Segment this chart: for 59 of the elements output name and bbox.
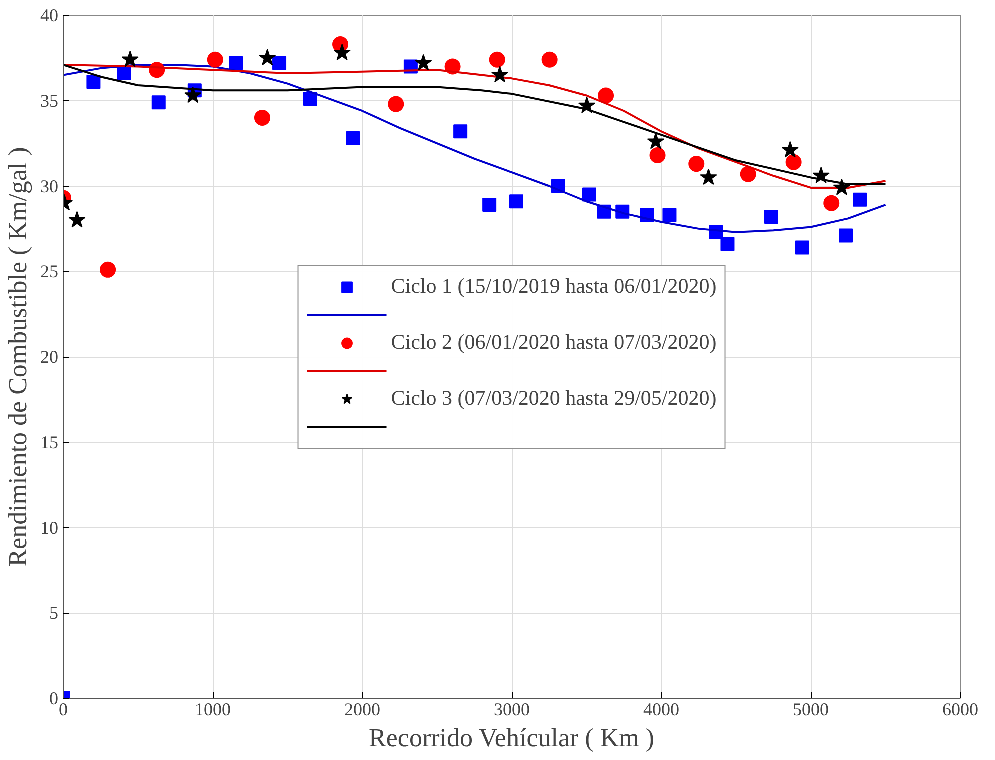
y-axis-title: Rendimiento de Combustible ( Km/gal ) (4, 147, 32, 567)
point (482, 198, 497, 212)
point (650, 148, 666, 164)
x-tick-label: 6000 (942, 700, 978, 720)
point (598, 88, 614, 104)
x-tick-label: 4000 (644, 700, 680, 720)
point (68, 211, 86, 228)
point (491, 66, 509, 83)
point (542, 52, 558, 68)
x-axis-title: Recorrido Vehícular ( Km ) (369, 724, 654, 752)
point (509, 194, 524, 209)
point (258, 49, 276, 66)
point (346, 131, 360, 146)
point (415, 54, 432, 71)
point (303, 92, 318, 106)
point (764, 210, 778, 224)
point (853, 192, 868, 207)
point (700, 168, 718, 186)
point (839, 228, 854, 243)
point (86, 75, 101, 90)
point (207, 52, 224, 68)
legend-label: Ciclo 3 (07/03/2020 hasta 29/05/2020) (391, 386, 717, 411)
x-tick-label: 1000 (195, 700, 231, 720)
point (786, 154, 802, 170)
point (489, 52, 506, 68)
x-tick-label: 3000 (494, 700, 530, 720)
legend-label: Ciclo 1 (15/10/2019 hasta 06/01/2020) (391, 274, 717, 299)
point (388, 96, 404, 112)
point (152, 96, 166, 110)
point (688, 156, 705, 172)
point (100, 262, 116, 278)
point (117, 66, 132, 81)
point (254, 110, 270, 126)
x-tick-label: 2000 (344, 700, 380, 720)
y-tick-label: 10 (40, 518, 58, 538)
x-tick-label: 5000 (793, 700, 829, 720)
point (647, 132, 665, 150)
point (740, 166, 756, 182)
point (334, 44, 351, 60)
point (720, 237, 735, 252)
point (229, 56, 244, 70)
point (122, 50, 139, 68)
y-tick-label: 15 (40, 432, 58, 452)
point (582, 188, 596, 202)
point (824, 195, 840, 212)
y-tick-label: 30 (40, 176, 58, 196)
y-tick-label: 40 (40, 6, 58, 26)
point (454, 124, 468, 139)
legend-label: Ciclo 2 (06/01/2020 hasta 07/03/2020) (391, 330, 717, 355)
point (833, 178, 851, 196)
point (662, 208, 677, 222)
y-tick-label: 35 (40, 90, 58, 111)
y-tick-label: 20 (40, 347, 58, 367)
point (184, 86, 202, 104)
point (272, 56, 287, 70)
y-tick-label: 25 (40, 262, 58, 282)
point (795, 240, 810, 255)
y-tick-label: 5 (50, 603, 58, 624)
point (782, 141, 799, 158)
